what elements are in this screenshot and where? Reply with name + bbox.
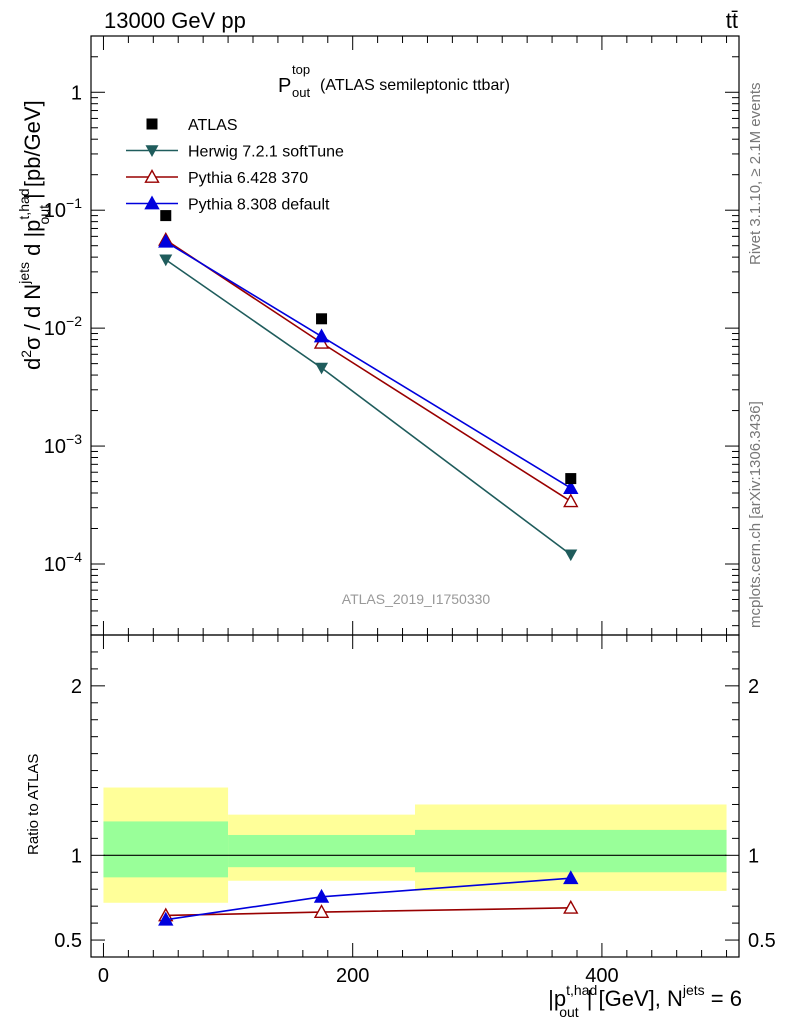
- xlabel-p: |p: [548, 986, 566, 1011]
- ylabel-d: d: [20, 358, 45, 370]
- legend-marker: [144, 195, 160, 210]
- ratio-tick-label-left: 0.5: [54, 930, 82, 952]
- y-tick-label: 1: [71, 82, 82, 104]
- ratio-tick-label-right: 1: [748, 845, 759, 867]
- series-point: [564, 549, 578, 562]
- ylabel-two: 2: [18, 350, 34, 358]
- analysis-label: ATLAS_2019_I1750330: [342, 591, 491, 607]
- legend-entry: Herwig 7.2.1 softTune: [126, 144, 344, 161]
- legend-marker: [146, 118, 158, 130]
- series-point: [563, 480, 579, 495]
- legend-entry: Pythia 6.428 370: [126, 169, 308, 187]
- ratio-tick-label-right: 2: [748, 676, 759, 698]
- y-tick-label: 10−2: [44, 313, 82, 340]
- legend-label: Pythia 8.308 default: [188, 197, 330, 214]
- plot-title: P top out (ATLAS semileptonic ttbar): [278, 62, 510, 100]
- ratio-frame: [90, 634, 740, 958]
- ylabel-rest: | [pb/GeV]: [20, 100, 45, 199]
- ratio-point: [313, 888, 330, 903]
- x-axis-label: |pt,had out | [GeV], Njets = 6: [548, 982, 742, 1020]
- ylabel-sigma: σ / d N: [20, 284, 45, 350]
- title-sup: top: [292, 62, 310, 77]
- legend: ATLAS Herwig 7.2.1 softTune Pythia 6.428 3…: [126, 117, 344, 214]
- y-tick-label: 10−3: [44, 431, 82, 458]
- title-rest: (ATLAS semileptonic ttbar): [320, 77, 510, 94]
- ratio-tick-label-left: 2: [71, 676, 82, 698]
- xlabel-end: = 6: [705, 986, 742, 1011]
- data-series: [160, 210, 577, 485]
- series-2: [158, 233, 579, 926]
- series-point: [563, 493, 579, 508]
- y-tick-label: 10−4: [44, 549, 82, 576]
- mcplots-label: mcplots.cern.ch [arXiv:1306.3436]: [747, 401, 764, 628]
- series-point: [158, 233, 174, 248]
- ratio-band-green: [415, 829, 727, 873]
- data-point: [316, 313, 328, 325]
- ratio-point: [313, 904, 330, 918]
- ratio-y-label: Ratio to ATLAS: [25, 754, 42, 855]
- ratio-tick-label-right: 0.5: [748, 930, 776, 952]
- series-line: [165, 241, 572, 489]
- legend-label: Pythia 6.428 370: [188, 170, 308, 187]
- title-sub: out: [292, 85, 310, 100]
- ratio-line: [165, 907, 571, 917]
- xlabel-sup: t,had: [566, 982, 597, 998]
- data-point: [160, 210, 172, 222]
- ratio-band-green: [228, 834, 415, 868]
- ylabel-sup: t,had: [16, 188, 32, 219]
- process-label: tt̄: [726, 8, 738, 33]
- xlabel-jets: jets: [682, 982, 705, 998]
- energy-label: 13000 GeV pp: [104, 8, 246, 33]
- series-0: [159, 254, 578, 562]
- series-layer: [158, 210, 579, 926]
- y-tick-label: 10−1: [44, 195, 82, 222]
- legend-entry: ATLAS: [146, 117, 238, 134]
- data-point: [565, 473, 577, 485]
- x-tick-label: 0: [98, 965, 109, 987]
- ratio-point: [563, 899, 579, 914]
- series-point: [313, 328, 330, 343]
- series-line: [165, 259, 572, 556]
- legend-label: ATLAS: [188, 117, 238, 134]
- ratio-point: [563, 870, 579, 885]
- legend-marker: [144, 169, 160, 183]
- x-tick-label: 400: [585, 965, 618, 987]
- ratio-tick-label-left: 1: [71, 845, 82, 867]
- ylabel-d2: d |p: [20, 220, 45, 262]
- legend-marker: [145, 145, 159, 157]
- ylabel-jets: jets: [16, 262, 32, 285]
- ratio-bands: [103, 787, 727, 903]
- xlabel-sub: out: [559, 1004, 579, 1020]
- series-point: [159, 254, 173, 267]
- title-main: P: [278, 75, 291, 97]
- ylabel-sub: out: [36, 205, 52, 225]
- x-tick-label: 200: [336, 965, 369, 987]
- legend-entry: Pythia 8.308 default: [126, 195, 330, 214]
- rivet-label: Rivet 3.1.10, ≥ 2.1M events: [747, 83, 764, 266]
- series-point: [315, 362, 329, 375]
- legend-label: Herwig 7.2.1 softTune: [188, 144, 344, 161]
- xlabel-mid: | [GeV], N: [587, 986, 683, 1011]
- ratio-band-green: [103, 821, 229, 878]
- ratio-point: [158, 911, 174, 926]
- axes: 0 200 400 1 10−1 10−2 10−3 10−4 2 2 1 1 0.5 0.5: [44, 35, 776, 987]
- y-axis-label: d2σ / d Njets d |pt,had out | [pb/GeV]: [16, 100, 52, 370]
